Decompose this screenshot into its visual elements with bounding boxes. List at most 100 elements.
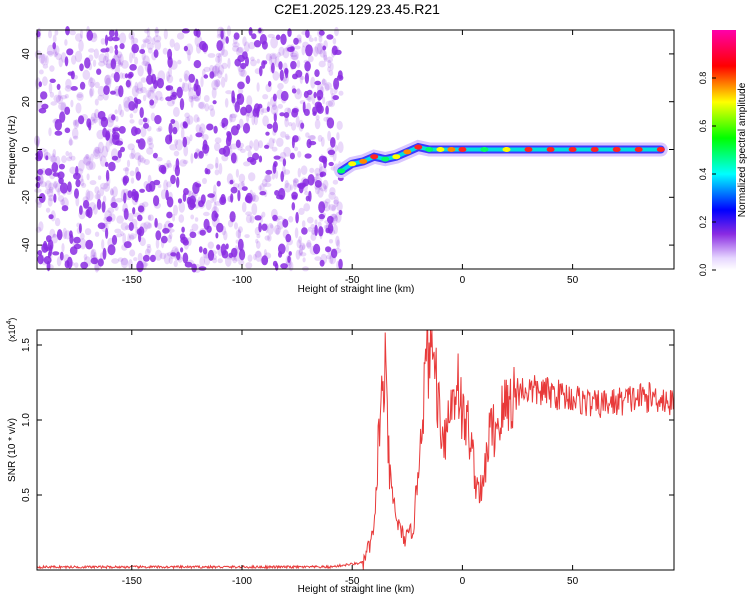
snr-series-line [36, 329, 675, 570]
noise-dot [119, 43, 125, 50]
noise-dot [280, 263, 288, 269]
noise-dot [104, 34, 109, 46]
noise-dot [53, 193, 57, 203]
trace-point [359, 158, 368, 164]
noise-dot [61, 243, 65, 253]
snr-x-ticks: -150 -100 -50 0 50 [122, 330, 579, 587]
noise-dot [44, 168, 53, 176]
noise-dot [215, 232, 219, 239]
noise-dot [252, 108, 259, 117]
trace-point [381, 156, 390, 162]
noise-dot [51, 153, 56, 164]
noise-dot [298, 244, 304, 256]
noise-dot [105, 169, 110, 182]
noise-dot [299, 75, 305, 80]
noise-dot [280, 131, 287, 138]
noise-dot [221, 35, 228, 41]
snr-x-tick-label: 50 [567, 576, 579, 587]
noise-dot [103, 182, 110, 192]
noise-dot [227, 147, 233, 157]
trace-point [348, 161, 357, 167]
noise-dot [268, 56, 273, 65]
noise-dot [283, 169, 291, 175]
noise-dot [147, 174, 152, 185]
noise-dot [200, 76, 204, 88]
noise-dot [120, 109, 124, 118]
noise-dot [306, 239, 312, 249]
noise-dot [314, 43, 323, 55]
noise-dot [314, 80, 322, 86]
noise-dot [43, 149, 49, 160]
noise-dot [45, 207, 51, 213]
noise-dot [48, 127, 52, 137]
noise-dot [290, 60, 297, 70]
noise-dot [40, 91, 48, 100]
noise-dot [187, 237, 192, 246]
noise-dot [203, 218, 210, 230]
noise-dot [184, 112, 190, 119]
noise-dot [315, 173, 319, 182]
noise-dot [269, 64, 274, 73]
noise-dot [296, 239, 302, 249]
noise-dot [39, 254, 45, 264]
noise-dot [123, 241, 132, 249]
noise-dot [238, 88, 244, 95]
noise-dot [259, 214, 264, 223]
noise-dot [139, 107, 144, 119]
noise-dot [43, 256, 52, 265]
noise-dot [171, 246, 179, 258]
noise-dot [61, 205, 69, 212]
noise-dot [206, 168, 211, 175]
noise-dot [119, 72, 124, 79]
noise-dot [211, 215, 220, 228]
noise-dot [46, 235, 52, 243]
noise-dot [93, 204, 98, 215]
noise-dot [92, 256, 99, 265]
snr-x-tick-label: -50 [345, 576, 360, 587]
noise-dot [94, 98, 99, 106]
noise-dot [313, 91, 317, 99]
noise-dot [203, 211, 210, 217]
noise-dot [199, 256, 205, 268]
noise-dot [215, 56, 221, 63]
noise-dot [77, 173, 84, 183]
noise-dot [214, 63, 220, 74]
trace-point [447, 147, 456, 152]
noise-dot [37, 250, 43, 256]
noise-dot [243, 41, 250, 53]
noise-dot [65, 26, 70, 36]
noise-dot [271, 146, 278, 152]
noise-dot [307, 93, 313, 102]
noise-dot [217, 70, 223, 79]
noise-dot [114, 30, 119, 38]
noise-dot [170, 119, 176, 124]
noise-dot [128, 101, 136, 111]
noise-dot [251, 33, 257, 40]
noise-dot [219, 196, 227, 205]
noise-dot [308, 140, 317, 146]
noise-dot [165, 134, 173, 145]
noise-dot [127, 73, 133, 79]
noise-dot [115, 115, 119, 122]
noise-dot [110, 90, 116, 95]
noise-dot [122, 175, 130, 184]
noise-dot [86, 173, 90, 181]
noise-dot [72, 119, 77, 126]
noise-dot [108, 135, 113, 147]
noise-dot [118, 60, 122, 66]
noise-dot [270, 36, 278, 49]
noise-dot [48, 82, 53, 94]
noise-dot [80, 29, 83, 39]
noise-dot [134, 81, 139, 93]
noise-dot [310, 223, 316, 230]
noise-dot [109, 29, 115, 37]
noise-dot [320, 86, 325, 94]
noise-dot [85, 239, 94, 250]
noise-dot [219, 122, 223, 127]
noise-dot [129, 170, 135, 177]
noise-dot [272, 217, 280, 222]
noise-dot [124, 166, 129, 176]
noise-dot [166, 74, 174, 84]
noise-dot [333, 224, 338, 235]
noise-dot [305, 96, 312, 101]
